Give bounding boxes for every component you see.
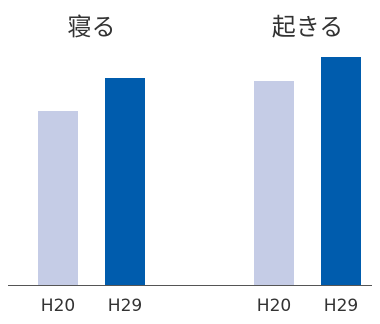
bar xyxy=(38,111,78,285)
bar xyxy=(321,57,361,285)
x-tick-label: H20 xyxy=(257,296,291,316)
x-tick-label: H29 xyxy=(108,296,142,316)
x-tick-label: H29 xyxy=(324,296,358,316)
group-title: 寝る xyxy=(68,13,116,41)
x-tick-label: H20 xyxy=(41,296,75,316)
bar xyxy=(105,78,145,285)
group-title: 起きる xyxy=(272,13,344,41)
bar xyxy=(254,81,294,285)
